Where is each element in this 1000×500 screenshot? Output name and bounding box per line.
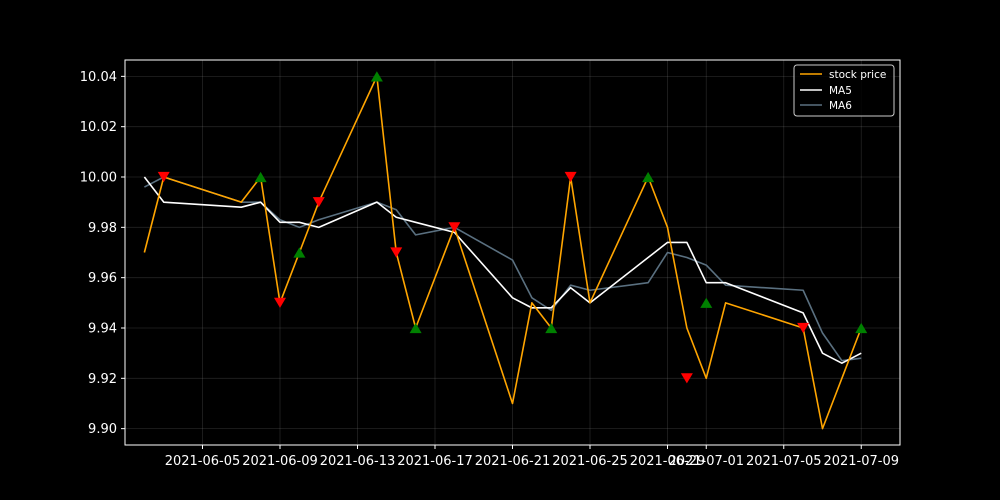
buy-marker-4 xyxy=(545,322,558,334)
sell-marker-7 xyxy=(797,322,810,334)
buy-marker-2 xyxy=(370,71,383,82)
y-tick-label-6: 10.02 xyxy=(80,120,117,135)
y-tick-label-2: 9.94 xyxy=(88,321,117,336)
x-tick-label-8: 2021-07-05 xyxy=(746,454,822,469)
marker-layer xyxy=(157,71,868,384)
series-line-ma6 xyxy=(144,176,862,362)
legend: stock price MA5 MA6 xyxy=(793,64,895,117)
sell-marker-6 xyxy=(680,373,693,384)
sell-marker-4 xyxy=(448,222,461,233)
series-line-ma5 xyxy=(143,176,862,365)
legend-box xyxy=(793,64,895,117)
sell-marker-0 xyxy=(157,171,170,183)
x-tick-label-6: 2021-06-29 xyxy=(630,454,706,469)
legend-label-stock-price: stock price xyxy=(829,69,886,81)
tick-layer: 2021-06-05 2021-06-09 2021-06-13 2021-06-17… xyxy=(80,70,899,469)
buy-marker-1 xyxy=(293,247,306,258)
sell-marker-5 xyxy=(564,171,577,183)
y-tick-label-0: 9.90 xyxy=(88,422,117,437)
x-tick-label-9: 2021-07-09 xyxy=(823,454,899,469)
y-tick-label-4: 9.98 xyxy=(88,221,117,236)
x-tick-label-0: 2021-06-05 xyxy=(165,454,241,469)
y-tick-label-7: 10.04 xyxy=(80,70,117,85)
sell-marker-1 xyxy=(274,297,286,308)
x-tick-label-3: 2021-06-17 xyxy=(397,454,473,469)
x-tick-label-7: 2021-07-01 xyxy=(668,454,744,469)
legend-label-ma6: MA6 xyxy=(829,100,852,112)
x-tick-label-5: 2021-06-25 xyxy=(552,454,628,469)
y-tick-label-3: 9.96 xyxy=(88,271,117,286)
buy-marker-7 xyxy=(855,322,868,334)
x-tick-label-4: 2021-06-21 xyxy=(475,454,551,469)
x-tick-label-2: 2021-06-13 xyxy=(320,454,396,469)
x-tick-label-1: 2021-06-09 xyxy=(242,454,318,469)
buy-marker-3 xyxy=(409,322,422,334)
buy-marker-6 xyxy=(700,297,713,308)
sell-marker-2 xyxy=(312,197,325,208)
y-tick-label-1: 9.92 xyxy=(88,372,117,387)
buy-marker-0 xyxy=(254,171,267,183)
sell-marker-3 xyxy=(390,247,403,258)
buy-marker-5 xyxy=(642,171,655,183)
plot-area xyxy=(125,60,900,445)
legend-label-ma5: MA5 xyxy=(829,85,852,97)
y-tick-label-5: 10.00 xyxy=(80,171,117,186)
